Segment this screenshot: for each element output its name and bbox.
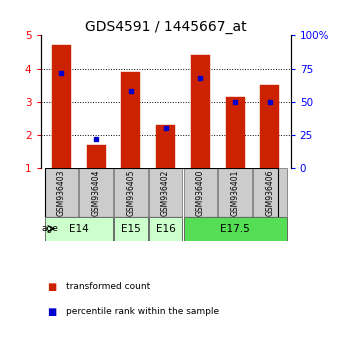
Text: transformed count: transformed count [66, 282, 150, 291]
Bar [225, 97, 245, 168]
Text: E14: E14 [69, 224, 89, 234]
Bar [149, 168, 182, 217]
Bar [253, 168, 287, 217]
Text: GSM936402: GSM936402 [161, 169, 170, 216]
Text: ■: ■ [47, 307, 56, 316]
Bar [218, 168, 252, 217]
Text: E17.5: E17.5 [220, 224, 250, 234]
Text: GSM936400: GSM936400 [196, 169, 205, 216]
Bar [156, 125, 175, 168]
Text: GSM936405: GSM936405 [126, 169, 136, 216]
Text: GSM936404: GSM936404 [92, 169, 101, 216]
Text: ■: ■ [47, 282, 56, 292]
Text: GSM936406: GSM936406 [265, 169, 274, 216]
Text: GSM936401: GSM936401 [231, 169, 240, 216]
Bar [260, 85, 280, 168]
Bar [149, 217, 182, 241]
Text: E16: E16 [156, 224, 175, 234]
Title: GDS4591 / 1445667_at: GDS4591 / 1445667_at [85, 21, 246, 34]
Text: GSM936403: GSM936403 [57, 169, 66, 216]
Bar [114, 168, 148, 217]
Bar [45, 217, 113, 241]
Text: E15: E15 [121, 224, 141, 234]
Bar [45, 168, 78, 217]
Text: age: age [41, 224, 58, 233]
Bar [184, 217, 287, 241]
Bar [191, 55, 210, 168]
Bar [79, 168, 113, 217]
Bar [87, 145, 106, 168]
Bar [114, 217, 148, 241]
Text: percentile rank within the sample: percentile rank within the sample [66, 307, 219, 316]
Bar [52, 45, 71, 168]
Bar [184, 168, 217, 217]
Bar [121, 72, 140, 168]
